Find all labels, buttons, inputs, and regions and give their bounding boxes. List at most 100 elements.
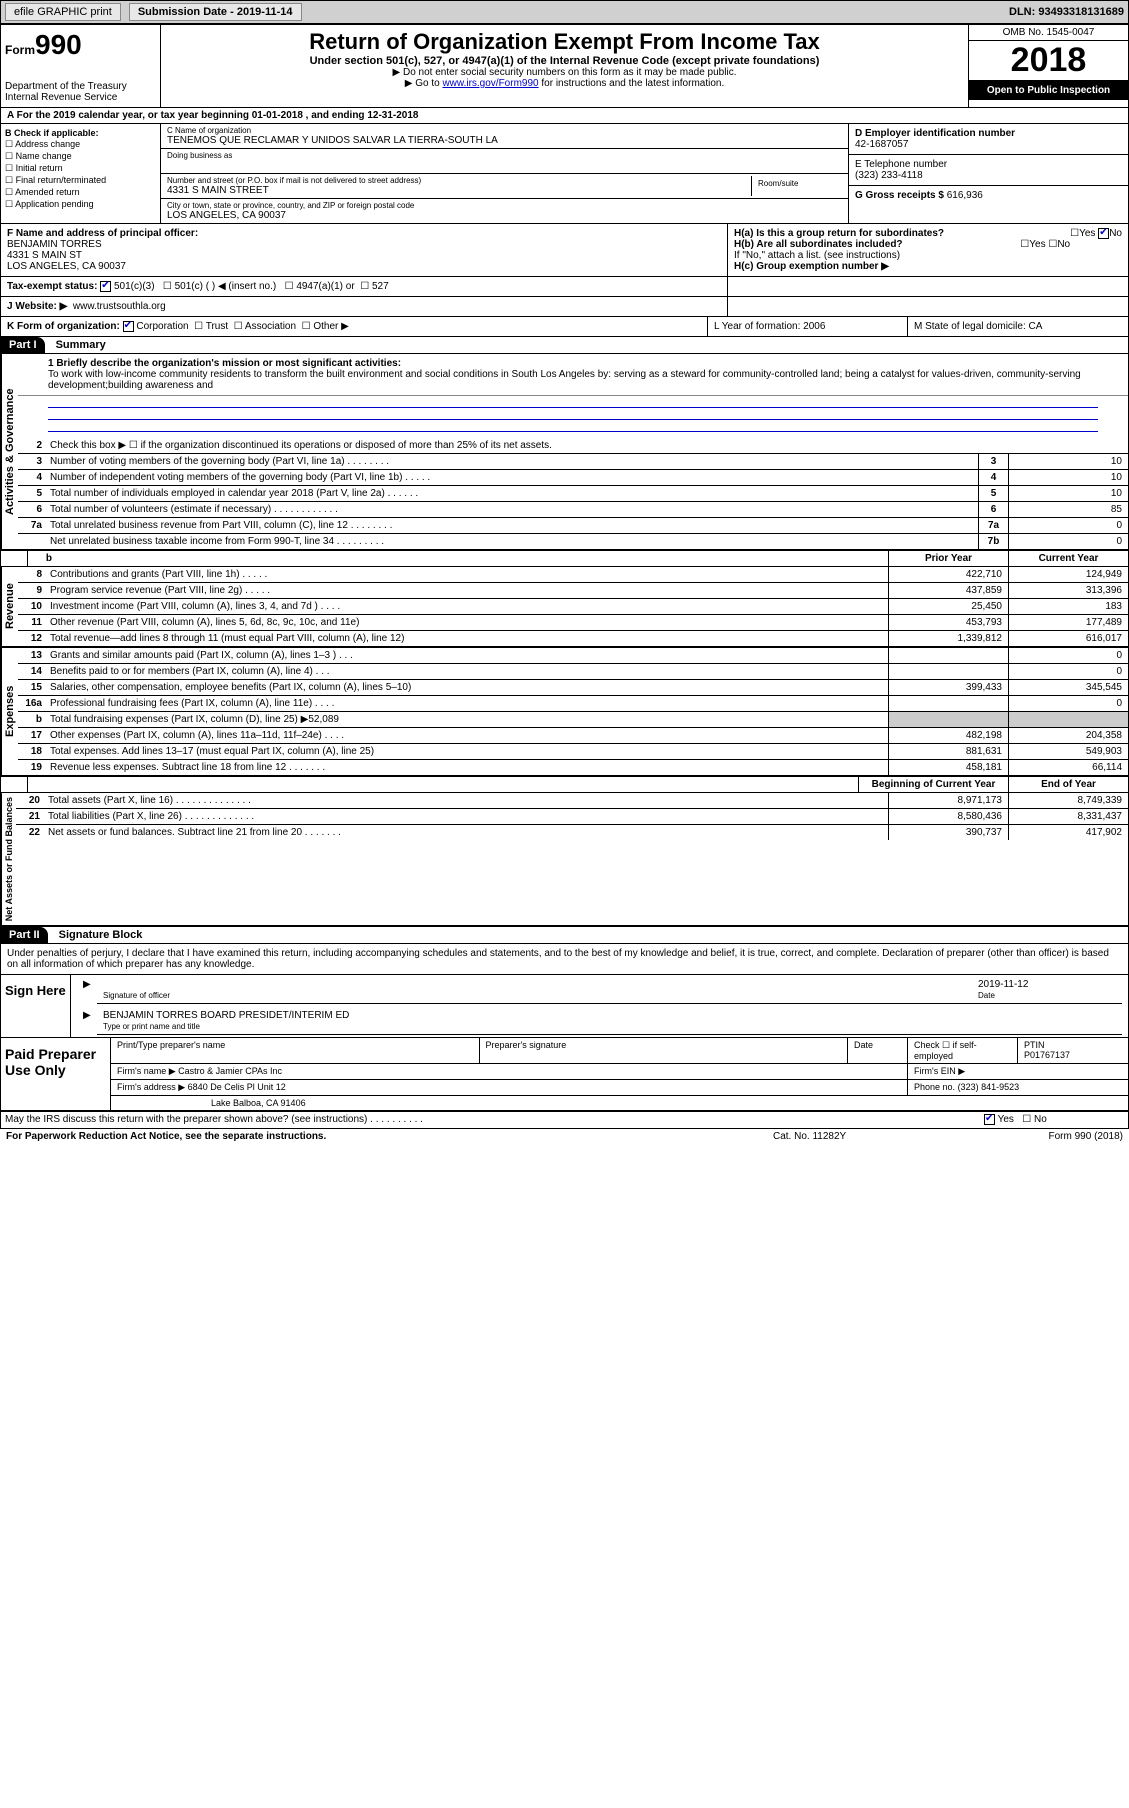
footer-left: For Paperwork Reduction Act Notice, see … xyxy=(6,1131,773,1142)
phone: (323) 233-4118 xyxy=(855,170,923,181)
b-label: B Check if applicable: xyxy=(5,128,99,138)
footer: For Paperwork Reduction Act Notice, see … xyxy=(0,1129,1129,1144)
k-label: K Form of organization: xyxy=(7,321,120,332)
cb-final[interactable]: ☐ Final return/terminated xyxy=(5,175,156,186)
topbar: efile GRAPHIC print Submission Date - 20… xyxy=(0,0,1129,24)
dept-treasury: Department of the Treasury Internal Reve… xyxy=(5,81,156,103)
form-prefix: Form xyxy=(5,43,35,57)
street-addr: 4331 S MAIN STREET xyxy=(167,185,751,196)
d-label: D Employer identification number xyxy=(855,128,1015,139)
city-addr: LOS ANGELES, CA 90037 xyxy=(167,210,842,221)
table-row: 22Net assets or fund balances. Subtract … xyxy=(16,825,1128,840)
note-ssn: ▶ Do not enter social security numbers o… xyxy=(165,67,964,78)
dln: DLN: 93493318131689 xyxy=(1009,6,1124,18)
table-row: Net unrelated business taxable income fr… xyxy=(18,534,1128,549)
table-row: 12Total revenue—add lines 8 through 11 (… xyxy=(18,631,1128,646)
table-row: 21Total liabilities (Part X, line 26) . … xyxy=(16,809,1128,825)
footer-mid: Cat. No. 11282Y xyxy=(773,1131,973,1142)
firm-name: Castro & Jamier CPAs Inc xyxy=(178,1066,282,1076)
beg-year-hdr: Beginning of Current Year xyxy=(858,777,1008,792)
firm-phone: (323) 841-9523 xyxy=(958,1082,1020,1092)
info-block: B Check if applicable: ☐ Address change … xyxy=(1,124,1128,224)
table-row: bTotal fundraising expenses (Part IX, co… xyxy=(18,712,1128,728)
efile-btn[interactable]: efile GRAPHIC print xyxy=(5,3,121,21)
prior-year-hdr: Prior Year xyxy=(888,551,1008,566)
table-row: 9Program service revenue (Part VIII, lin… xyxy=(18,583,1128,599)
line2: Check this box ▶ ☐ if the organization d… xyxy=(46,438,1128,453)
cb-name[interactable]: ☐ Name change xyxy=(5,151,156,162)
i-label: Tax-exempt status: xyxy=(7,281,97,292)
firm-addr2: Lake Balboa, CA 91406 xyxy=(111,1096,1128,1110)
hc-label: H(c) Group exemption number ▶ xyxy=(734,261,889,272)
hb-label: H(b) Are all subordinates included? xyxy=(734,239,903,250)
ha-label: H(a) Is this a group return for subordin… xyxy=(734,228,944,239)
website-row: J Website: ▶ www.trustsouthla.org xyxy=(1,297,1128,317)
rev-col-hdr: b Prior Year Current Year xyxy=(1,551,1128,567)
end-year-hdr: End of Year xyxy=(1008,777,1128,792)
inspection: Open to Public Inspection xyxy=(969,81,1128,100)
cb-address[interactable]: ☐ Address change xyxy=(5,139,156,150)
hb-note: If "No," attach a list. (see instruction… xyxy=(734,250,1122,261)
gross-receipts: 616,936 xyxy=(947,190,983,201)
form-number: 990 xyxy=(35,29,82,60)
mission-text: To work with low-income community reside… xyxy=(48,369,1081,391)
sign-here: Sign Here xyxy=(1,975,71,1037)
signature-block: Under penalties of perjury, I declare th… xyxy=(1,944,1128,1127)
cb-amended[interactable]: ☐ Amended return xyxy=(5,187,156,198)
cb-501c3[interactable] xyxy=(100,281,111,292)
submission-btn[interactable]: Submission Date - 2019-11-14 xyxy=(129,3,302,21)
discuss-yes[interactable] xyxy=(984,1114,995,1125)
cb-corp[interactable] xyxy=(123,321,134,332)
table-row: 11Other revenue (Part VIII, column (A), … xyxy=(18,615,1128,631)
irs-link[interactable]: www.irs.gov/Form990 xyxy=(442,78,538,89)
part2-hdr: Part II Signature Block xyxy=(1,927,1128,944)
vlabel-exp: Expenses xyxy=(1,648,18,775)
g-label: G Gross receipts $ xyxy=(855,190,944,201)
addr-label: Number and street (or P.O. box if mail i… xyxy=(167,176,751,185)
org-name: TENEMOS QUE RECLAMAR Y UNIDOS SALVAR LA … xyxy=(167,135,842,146)
table-row: 18Total expenses. Add lines 13–17 (must … xyxy=(18,744,1128,760)
tax-year: 2018 xyxy=(969,41,1128,81)
f-label: F Name and address of principal officer: xyxy=(7,228,198,239)
orgform-row: K Form of organization: Corporation ☐ Tr… xyxy=(1,317,1128,337)
table-row: 19Revenue less expenses. Subtract line 1… xyxy=(18,760,1128,775)
form-frame: Form990 Department of the Treasury Inter… xyxy=(0,24,1129,1129)
ein: 42-1687057 xyxy=(855,139,908,150)
officer-addr1: 4331 S MAIN ST xyxy=(7,250,82,261)
room-label: Room/suite xyxy=(758,179,798,188)
form-title: Return of Organization Exempt From Incom… xyxy=(165,29,964,55)
table-row: 7aTotal unrelated business revenue from … xyxy=(18,518,1128,534)
year-formation: L Year of formation: 2006 xyxy=(708,317,908,336)
period: A For the 2019 calendar year, or tax yea… xyxy=(1,108,1128,124)
officer-addr2: LOS ANGELES, CA 90037 xyxy=(7,261,126,272)
form-subtitle: Under section 501(c), 527, or 4947(a)(1)… xyxy=(165,55,964,67)
table-row: 4Number of independent voting members of… xyxy=(18,470,1128,486)
expenses-section: Expenses 13Grants and similar amounts pa… xyxy=(1,648,1128,777)
sig-declaration: Under penalties of perjury, I declare th… xyxy=(1,944,1128,975)
discuss: May the IRS discuss this return with the… xyxy=(1,1112,978,1127)
table-row: 3Number of voting members of the governi… xyxy=(18,454,1128,470)
table-row: 16aProfessional fundraising fees (Part I… xyxy=(18,696,1128,712)
vlabel-gov: Activities & Governance xyxy=(1,354,18,549)
dba-label: Doing business as xyxy=(167,151,842,160)
signer-name: BENJAMIN TORRES BOARD PRESIDET/INTERIM E… xyxy=(103,1010,349,1021)
netassets-section: Net Assets or Fund Balances 20Total asse… xyxy=(1,793,1128,927)
website-val: www.trustsouthla.org xyxy=(73,301,166,312)
revenue-section: Revenue 8Contributions and grants (Part … xyxy=(1,567,1128,648)
table-row: 5Total number of individuals employed in… xyxy=(18,486,1128,502)
cb-pending[interactable]: ☐ Application pending xyxy=(5,199,156,210)
governance-section: Activities & Governance 1 Briefly descri… xyxy=(1,354,1128,551)
current-year-hdr: Current Year xyxy=(1008,551,1128,566)
table-row: 8Contributions and grants (Part VIII, li… xyxy=(18,567,1128,583)
e-label: E Telephone number xyxy=(855,159,947,170)
omb: OMB No. 1545-0047 xyxy=(969,25,1128,41)
city-label: City or town, state or province, country… xyxy=(167,201,842,210)
j-label: J Website: ▶ xyxy=(7,301,67,312)
ptin: P01767137 xyxy=(1024,1050,1070,1060)
ha-no[interactable] xyxy=(1098,228,1109,239)
cb-initial[interactable]: ☐ Initial return xyxy=(5,163,156,174)
vlabel-rev: Revenue xyxy=(1,567,18,646)
tax-status-row: Tax-exempt status: 501(c)(3) ☐ 501(c) ( … xyxy=(1,277,1128,297)
c-name-label: C Name of organization xyxy=(167,126,842,135)
table-row: 15Salaries, other compensation, employee… xyxy=(18,680,1128,696)
